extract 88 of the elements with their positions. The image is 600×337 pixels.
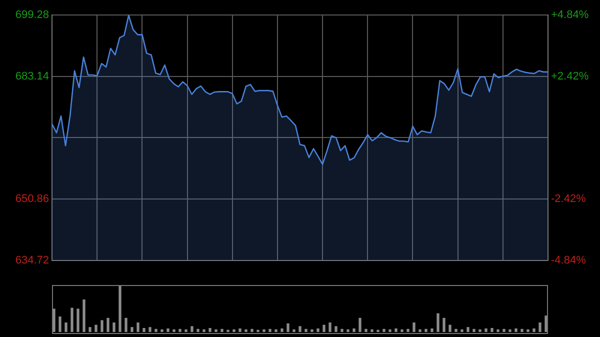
bar (448, 324, 452, 332)
bar (484, 328, 488, 332)
bar (52, 308, 56, 332)
bar (490, 328, 494, 332)
bar (142, 328, 146, 332)
bar (166, 328, 170, 332)
bar (94, 324, 98, 332)
bar (202, 329, 206, 332)
bar (460, 329, 464, 332)
bar (382, 328, 386, 332)
bar (190, 326, 194, 332)
bar (334, 326, 338, 332)
bar (118, 286, 122, 332)
bar (412, 322, 416, 332)
bar (532, 328, 536, 332)
bar (112, 322, 116, 332)
bar (76, 308, 80, 332)
bar (406, 328, 410, 332)
bar (394, 328, 398, 332)
bar (64, 322, 68, 332)
bar (292, 329, 296, 332)
bar (274, 329, 278, 332)
bar (250, 328, 254, 332)
bar (262, 329, 266, 332)
bar (160, 329, 164, 332)
bar (520, 328, 524, 332)
bar (352, 328, 356, 332)
bar (70, 308, 74, 332)
bar (538, 322, 542, 332)
bar (514, 328, 518, 332)
bar (358, 318, 362, 332)
bar (172, 329, 176, 332)
y-tick-label: 650.86 (15, 193, 49, 206)
bar (418, 329, 422, 332)
bar (340, 328, 344, 332)
bar (346, 329, 350, 332)
bar (526, 329, 530, 332)
bar (502, 328, 506, 332)
bar (208, 328, 212, 332)
bar (370, 329, 374, 332)
bar (478, 329, 482, 332)
bar (322, 324, 326, 332)
y-tick-label: 634.72 (15, 254, 49, 266)
bar (424, 328, 428, 332)
bar (82, 299, 86, 332)
bar (388, 329, 392, 332)
bar (130, 327, 134, 332)
bar (184, 329, 188, 332)
bar (280, 328, 284, 332)
bar (328, 322, 332, 332)
bar (400, 329, 404, 332)
bar (232, 329, 236, 332)
bar (124, 318, 128, 332)
bar (436, 313, 440, 332)
bar (316, 328, 320, 332)
bar (268, 328, 272, 332)
bar (466, 327, 470, 332)
bar (298, 326, 302, 332)
bar (364, 328, 368, 332)
y2-tick-label: +2.42% (551, 70, 589, 82)
bar (244, 329, 248, 332)
bar (286, 323, 290, 332)
y2-tick-label: -2.42% (551, 193, 586, 206)
bar (154, 328, 158, 332)
bar (496, 329, 500, 332)
bar (442, 318, 446, 332)
bar (100, 320, 104, 332)
bar (196, 328, 200, 332)
bar (310, 329, 314, 332)
bar (136, 322, 140, 332)
bar (148, 327, 152, 332)
bar (430, 328, 434, 332)
y2-tick-label: +4.84% (551, 9, 589, 22)
bar (58, 316, 62, 332)
bar (508, 329, 512, 332)
bar (304, 328, 308, 332)
y-tick-label: 683.14 (15, 70, 49, 82)
bar (238, 328, 242, 332)
y-tick-label: 699.28 (15, 9, 49, 22)
bar (106, 318, 110, 332)
bar (88, 327, 92, 332)
bar (454, 328, 458, 332)
bar (178, 328, 182, 332)
bar (544, 316, 548, 332)
bar (220, 328, 224, 332)
bar (472, 328, 476, 332)
y2-tick-label: -4.84% (551, 254, 586, 266)
bar (214, 329, 218, 332)
